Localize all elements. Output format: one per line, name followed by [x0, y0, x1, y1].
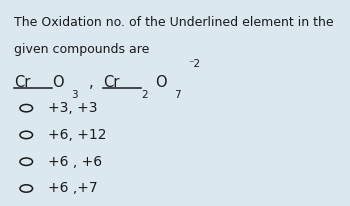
Text: Cr: Cr [103, 75, 120, 90]
Text: +6 , +6: +6 , +6 [48, 155, 103, 169]
Text: 7: 7 [174, 90, 181, 100]
Text: Cr: Cr [14, 75, 30, 90]
Text: +6, +12: +6, +12 [48, 128, 107, 142]
Text: 3: 3 [71, 90, 78, 100]
Text: +3, +3: +3, +3 [48, 101, 98, 115]
Text: ⁻2: ⁻2 [188, 59, 200, 69]
Text: given compounds are: given compounds are [14, 43, 149, 56]
Text: +6 ,+7: +6 ,+7 [48, 181, 98, 195]
Text: The Oxidation no. of the Underlined element in the: The Oxidation no. of the Underlined elem… [14, 16, 334, 29]
Text: O: O [52, 75, 64, 90]
Text: ,: , [89, 75, 93, 90]
Text: 2: 2 [141, 90, 148, 100]
Text: O: O [155, 75, 167, 90]
